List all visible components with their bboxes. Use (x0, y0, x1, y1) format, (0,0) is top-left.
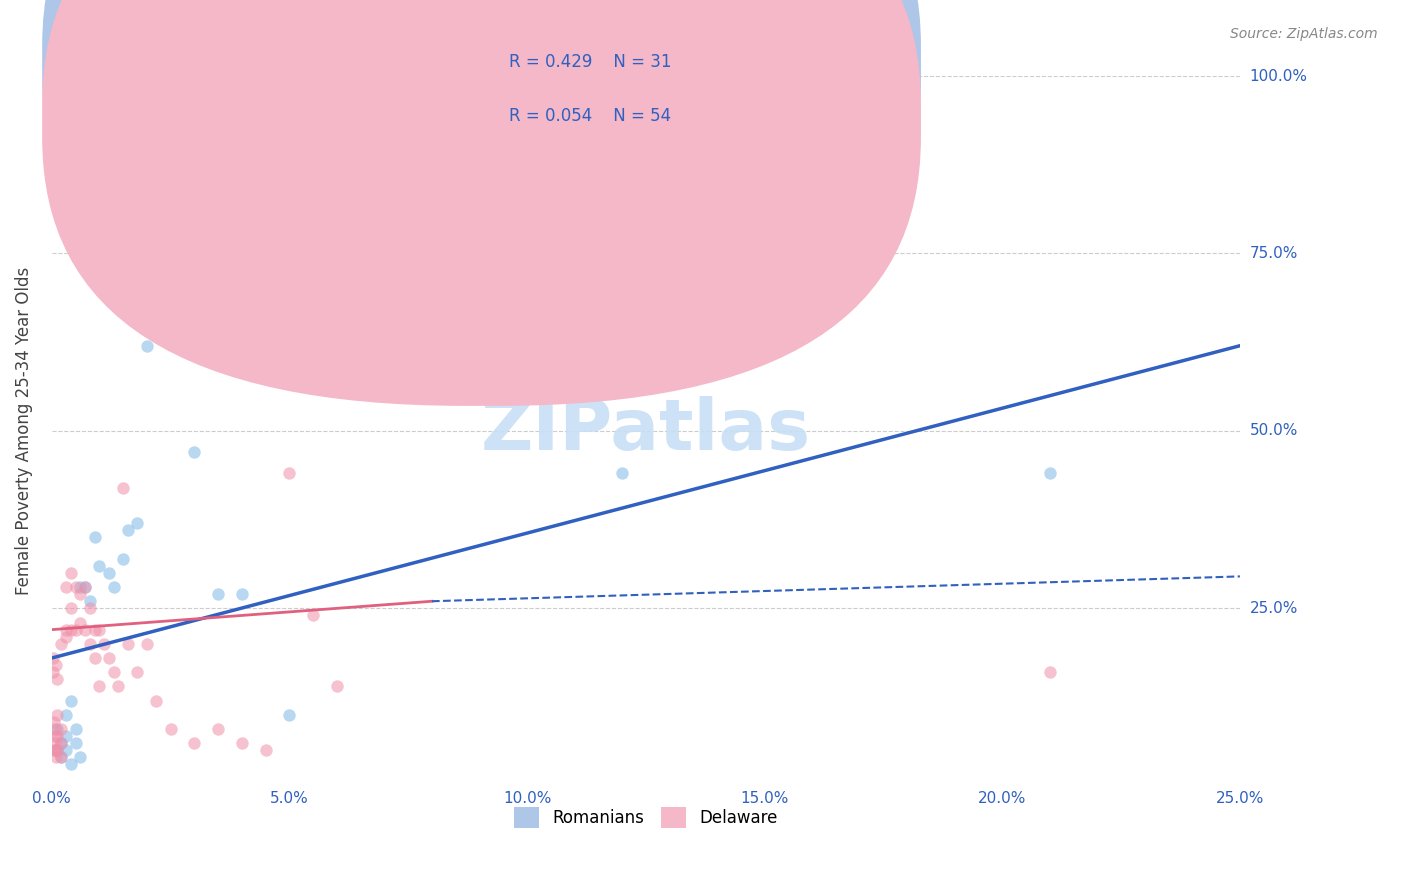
Point (183, 445, 205, 459)
Point (135, 339, 157, 353)
Text: 100.0%: 100.0% (1250, 69, 1308, 84)
Point (69, 587, 91, 601)
Point (65, 580, 87, 594)
Point (93, 637, 115, 651)
Point (159, 211, 181, 225)
Point (69, 615, 91, 630)
Point (83, 623, 105, 637)
Point (41, 651, 63, 665)
Point (65, 722, 87, 736)
Point (135, 637, 157, 651)
Point (55, 580, 77, 594)
Point (127, 516, 149, 531)
Point (55, 630, 77, 644)
Point (117, 523, 139, 537)
Point (97, 566, 120, 580)
Point (55, 743, 77, 757)
Point (59, 757, 82, 772)
Point (51, 750, 73, 764)
Point (83, 651, 105, 665)
Point (79, 594, 101, 608)
Point (107, 680, 129, 694)
Point (112, 551, 135, 566)
Point (45, 743, 67, 757)
Text: Source: ZipAtlas.com: Source: ZipAtlas.com (1230, 27, 1378, 41)
Point (45, 658, 67, 673)
Text: R = 0.429    N = 31: R = 0.429 N = 31 (509, 54, 672, 71)
Point (45, 743, 67, 757)
Point (89, 623, 111, 637)
Text: 75.0%: 75.0% (1250, 246, 1298, 261)
Point (45, 736, 67, 750)
Point (103, 665, 125, 680)
Point (51, 736, 73, 750)
Point (207, 722, 229, 736)
Point (103, 580, 125, 594)
Point (44, 722, 66, 736)
Point (610, 467, 633, 481)
Point (254, 743, 277, 757)
Point (42, 743, 65, 757)
Point (69, 750, 91, 764)
Point (42, 714, 65, 729)
Y-axis label: Female Poverty Among 25-34 Year Olds: Female Poverty Among 25-34 Year Olds (15, 267, 32, 595)
Text: 25.0%: 25.0% (1250, 601, 1298, 615)
Point (83, 530, 105, 544)
Point (44, 729, 66, 743)
Point (45, 673, 67, 687)
Point (231, 736, 253, 750)
Point (55, 623, 77, 637)
Point (42, 665, 65, 680)
Text: ROMANIAN VS DELAWARE FEMALE POVERTY AMONG 25-34 YEAR OLDS CORRELATION CHART: ROMANIAN VS DELAWARE FEMALE POVERTY AMON… (56, 27, 831, 45)
Point (44, 743, 66, 757)
Point (326, 680, 349, 694)
Point (45, 729, 67, 743)
Point (51, 736, 73, 750)
Point (51, 722, 73, 736)
Point (73, 623, 96, 637)
Point (207, 587, 229, 601)
Point (145, 318, 167, 332)
Point (79, 601, 101, 615)
Point (65, 736, 87, 750)
Point (183, 736, 205, 750)
Legend: Romanians, Delaware: Romanians, Delaware (508, 800, 785, 834)
Point (45, 707, 67, 722)
Point (1039, 665, 1062, 680)
Point (55, 707, 77, 722)
Point (45, 750, 67, 764)
Point (145, 693, 167, 707)
Point (89, 558, 111, 573)
Text: R = 0.054    N = 54: R = 0.054 N = 54 (509, 107, 671, 125)
Point (117, 637, 139, 651)
Text: ZIPatlas: ZIPatlas (481, 396, 811, 466)
Text: 50.0%: 50.0% (1250, 424, 1298, 438)
Point (45, 722, 67, 736)
Point (112, 481, 135, 495)
Point (73, 580, 96, 594)
Point (73, 580, 96, 594)
Point (59, 623, 82, 637)
Point (159, 722, 181, 736)
Point (302, 608, 325, 623)
Point (79, 637, 101, 651)
Point (59, 693, 82, 707)
Point (89, 680, 111, 694)
Point (59, 566, 82, 580)
Point (127, 665, 149, 680)
Point (55, 729, 77, 743)
Point (69, 580, 91, 594)
Point (231, 587, 253, 601)
Point (51, 750, 73, 764)
Point (97, 651, 120, 665)
Point (65, 623, 87, 637)
Point (1039, 467, 1062, 481)
Point (51, 637, 73, 651)
Point (59, 601, 82, 615)
Point (278, 467, 301, 481)
Point (278, 707, 301, 722)
